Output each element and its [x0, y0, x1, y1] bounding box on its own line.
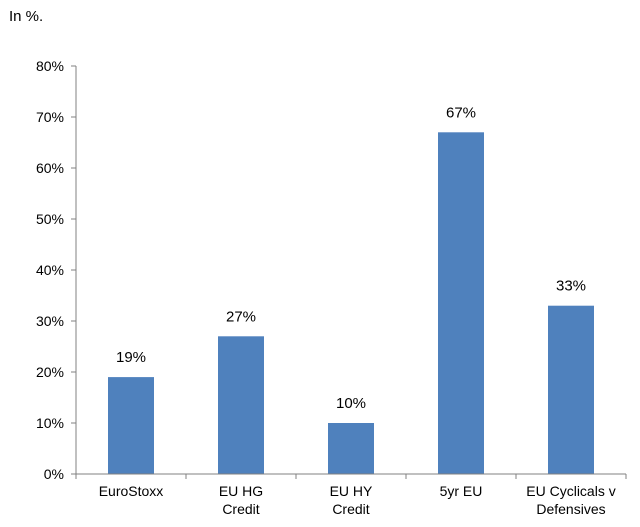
y-tick-label: 80%: [36, 58, 64, 74]
category-label: EU HG Credit: [219, 483, 263, 517]
unit-note: In %.: [9, 8, 44, 25]
data-labels: 19% 27% 10% 67% 33%: [116, 104, 586, 412]
data-label: 33%: [556, 278, 586, 295]
category-label: EuroStoxx: [99, 483, 164, 499]
data-label: 27%: [226, 308, 256, 325]
category-label: EU HY Credit: [330, 483, 373, 517]
category-label: EU Cyclicals v Defensives: [526, 483, 615, 517]
bar: [548, 305, 594, 474]
y-tick-label: 40%: [36, 262, 64, 278]
data-label: 10%: [336, 395, 366, 412]
y-tick-label: 20%: [36, 364, 64, 380]
x-axis: EuroStoxx EU HG Credit EU HY Credit 5yr EU EU …: [75, 473, 627, 517]
bar: [108, 377, 154, 474]
data-label: 19%: [116, 349, 146, 366]
bar: [328, 423, 374, 474]
bar: [438, 132, 484, 475]
bars: [108, 132, 594, 475]
data-label: 67%: [446, 104, 476, 121]
y-tick-label: 60%: [36, 160, 64, 176]
category-label: 5yr EU: [440, 483, 483, 499]
y-axis: 0% 10% 20% 30% 40% 50% 60% 70% 80%: [36, 58, 77, 482]
bar: [218, 336, 264, 474]
y-tick-label: 70%: [36, 109, 64, 125]
y-tick-label: 10%: [36, 415, 64, 431]
y-tick-label: 0%: [44, 466, 64, 482]
y-tick-label: 50%: [36, 211, 64, 227]
y-tick-label: 30%: [36, 313, 64, 329]
